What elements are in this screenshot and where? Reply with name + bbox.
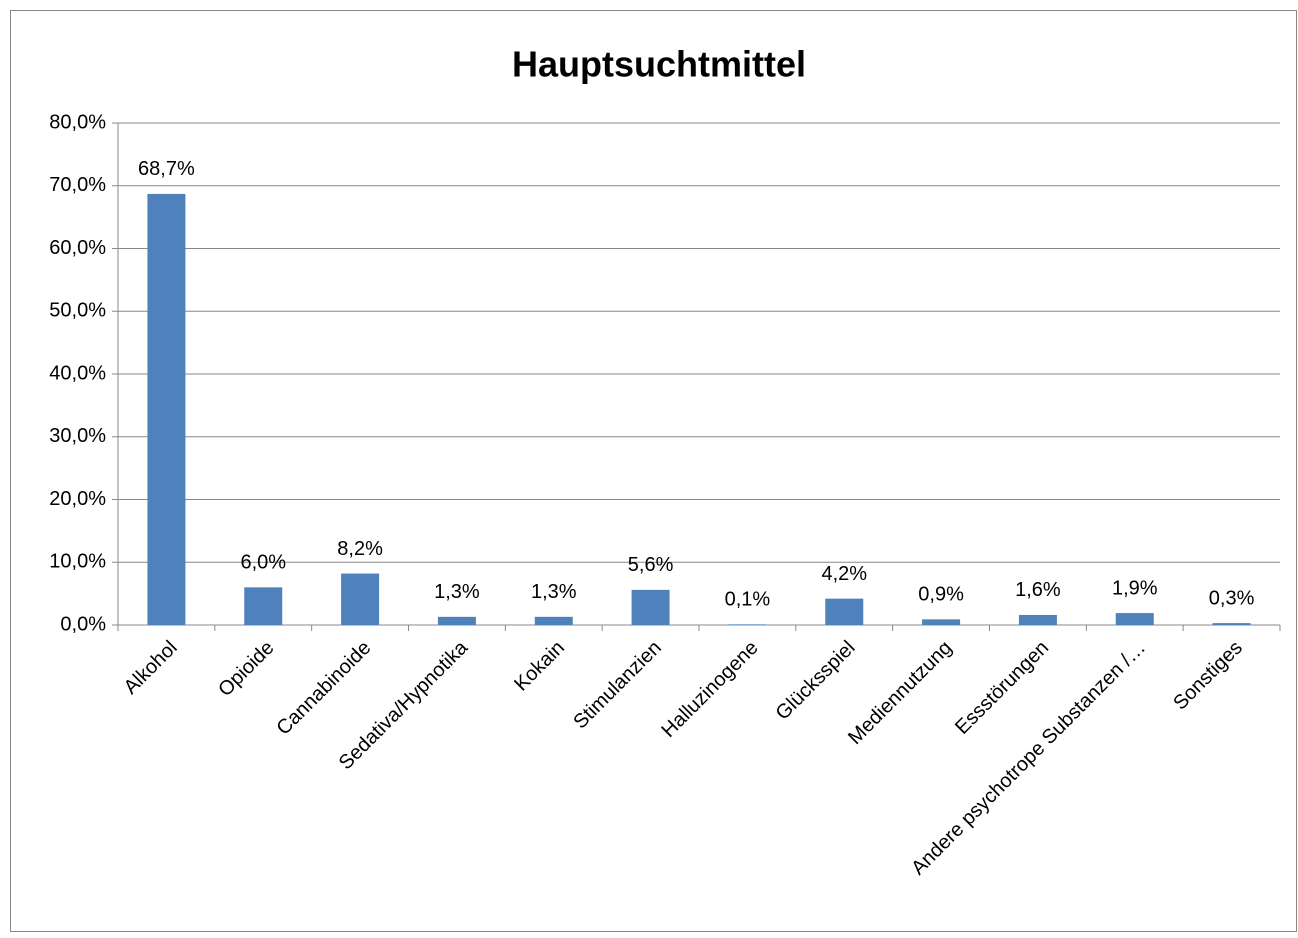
- y-tick-label: 30,0%: [49, 425, 106, 447]
- value-label: 8,2%: [337, 538, 383, 560]
- y-tick-label: 20,0%: [49, 488, 106, 510]
- bar: [147, 193, 186, 625]
- bar: [1018, 614, 1057, 625]
- y-tick-label: 50,0%: [49, 300, 106, 322]
- value-label: 0,9%: [918, 584, 964, 606]
- bar: [244, 587, 283, 625]
- bar: [728, 624, 767, 625]
- value-label: 6,0%: [240, 552, 286, 574]
- value-label: 1,9%: [1112, 577, 1158, 599]
- value-label: 0,1%: [725, 589, 771, 611]
- y-tick-label: 60,0%: [49, 237, 106, 259]
- bar: [1115, 613, 1154, 625]
- chart-border: [10, 10, 1297, 932]
- bar: [534, 616, 573, 625]
- y-tick-label: 80,0%: [49, 111, 106, 133]
- value-label: 1,6%: [1015, 579, 1061, 601]
- value-label: 1,3%: [434, 581, 480, 603]
- chart-title: Hauptsuchtmittel: [512, 44, 806, 85]
- bar: [631, 589, 670, 625]
- y-tick-label: 40,0%: [49, 362, 106, 384]
- value-label: 0,3%: [1209, 587, 1255, 609]
- bar: [437, 616, 476, 625]
- bar: [922, 619, 961, 625]
- bar: [341, 573, 380, 625]
- bar: [1212, 623, 1251, 625]
- value-label: 5,6%: [628, 554, 674, 576]
- y-tick-label: 10,0%: [49, 551, 106, 573]
- y-tick-label: 70,0%: [49, 174, 106, 196]
- y-tick-label: 0,0%: [60, 613, 106, 635]
- value-label: 68,7%: [138, 158, 195, 180]
- bar: [825, 598, 864, 625]
- value-label: 4,2%: [821, 563, 867, 585]
- value-label: 1,3%: [531, 581, 577, 603]
